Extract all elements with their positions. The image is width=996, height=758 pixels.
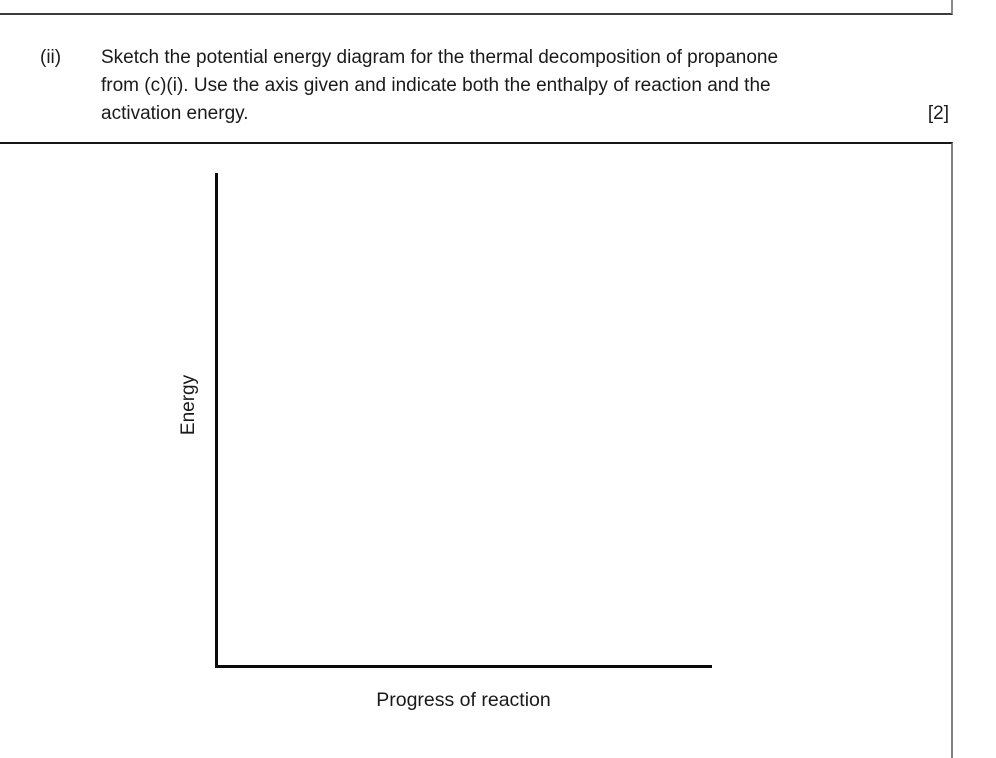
previous-answer-box-edge (0, 0, 953, 15)
question-text-line: from (c)(i). Use the axis given and indi… (101, 75, 771, 96)
question-number: (ii) (40, 47, 62, 68)
question-text-line: Sketch the potential energy diagram for … (101, 47, 779, 68)
y-axis-label: Energy (178, 374, 199, 436)
x-axis-label: Progress of reaction (376, 689, 551, 711)
question-text-line: activation energy. (101, 103, 249, 124)
marks-badge: [2] (927, 103, 949, 124)
answer-sketch-area[interactable] (0, 142, 953, 758)
question-text: Sketch the potential energy diagram for … (101, 44, 778, 128)
y-axis-line (215, 173, 218, 668)
x-axis-line (215, 665, 712, 668)
